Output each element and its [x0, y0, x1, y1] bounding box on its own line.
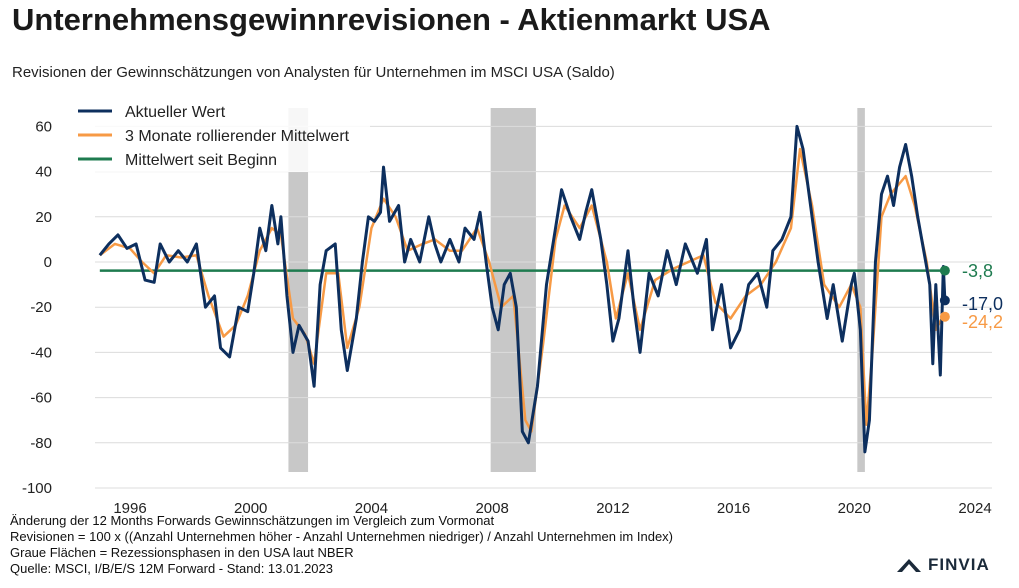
recession-band [857, 108, 865, 472]
footnotes: Änderung der 12 Months Forwards Gewinnsc… [10, 513, 673, 577]
x-tick-label: 1996 [113, 500, 146, 517]
legend-label: 3 Monate rollierender Mittelwert [125, 128, 350, 145]
legend-label: Aktueller Wert [125, 104, 226, 121]
x-tick-label: 2016 [717, 500, 750, 517]
x-tick-label: 2008 [475, 500, 508, 517]
chart-subtitle: Revisionen der Gewinnschätzungen von Ana… [12, 64, 615, 81]
y-tick-label: -100 [22, 480, 52, 497]
footnote: Änderung der 12 Months Forwards Gewinnsc… [10, 513, 495, 528]
y-tick-label: -80 [30, 435, 52, 452]
series-line-actual [98, 124, 947, 454]
x-tick-label: 2012 [596, 500, 629, 517]
y-tick-label: 0 [44, 254, 52, 271]
legend-label: Mittelwert seit Beginn [125, 152, 277, 169]
y-tick-label: 60 [35, 118, 52, 135]
y-tick-label: -20 [30, 299, 52, 316]
end-value-label: -24,2 [962, 312, 1003, 332]
logo-chevron-icon [897, 559, 921, 572]
x-tick-label: 2000 [234, 500, 267, 517]
footnote: Quelle: MSCI, I/B/E/S 12M Forward - Stan… [10, 561, 333, 576]
finvia-logo: FINVIA [896, 555, 990, 575]
end-point-marker [939, 295, 950, 306]
logo-text: FINVIA [928, 555, 990, 574]
end-point-marker [939, 265, 950, 276]
end-value-label: -17,0 [962, 294, 1003, 314]
legend-box [70, 100, 370, 172]
end-value-label: -3,8 [962, 261, 993, 281]
footnote: Revisionen = 100 x ((Anzahl Unternehmen … [10, 529, 673, 544]
y-tick-label: -60 [30, 390, 52, 407]
y-tick-label: 20 [35, 209, 52, 226]
end-point-marker [939, 311, 950, 322]
x-tick-label: 2004 [355, 500, 388, 517]
footnote: Graue Flächen = Rezessionsphasen in den … [10, 545, 354, 560]
x-tick-label: 2020 [838, 500, 871, 517]
y-tick-label: 40 [35, 164, 52, 181]
y-tick-label: -40 [30, 344, 52, 361]
chart-title: Unternehmensgewinnrevisionen - Aktienmar… [12, 2, 771, 37]
x-tick-label: 2024 [958, 500, 991, 517]
recession-band [288, 108, 309, 472]
